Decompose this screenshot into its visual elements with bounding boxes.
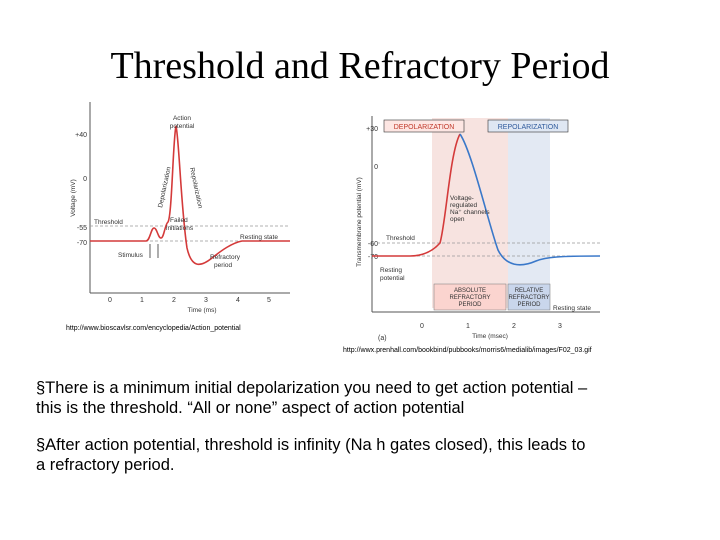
depolarization-label: DEPOLARIZATION	[394, 124, 455, 131]
label-repolarization: Repolarization	[188, 167, 204, 209]
label-refractory-period: Refractory	[210, 254, 241, 261]
label-gates: regulated	[450, 202, 477, 209]
bullet-refractory: §After action potential, threshold is in…	[36, 436, 586, 474]
right-figure-source-url: http://wwx.prenhall.com/bookbind/pubbook…	[343, 347, 592, 354]
action-potential-trace-repolarization	[459, 133, 601, 266]
y-axis-label: Transmembrane potential (mV)	[356, 177, 363, 267]
y-tick-label: 0	[83, 176, 87, 183]
x-tick-label: 0	[420, 323, 424, 330]
repolarization-box	[487, 119, 569, 133]
y-tick-label: +30	[366, 126, 378, 133]
label-action-potential: potential	[170, 123, 195, 130]
y-tick-label: -70	[368, 254, 378, 261]
action-potential-trace-depolarization	[372, 133, 461, 257]
relative-refractory-band	[508, 118, 550, 308]
depolarization-box	[383, 119, 465, 133]
label-resting-potential: Resting	[380, 267, 402, 274]
label-threshold: Threshold	[386, 235, 415, 242]
slide-title: Threshold and Refractory Period	[110, 45, 610, 87]
x-axis-label: Time (msec)	[472, 333, 508, 340]
bullet-list: §There is a minimum initial depolarizati…	[36, 378, 596, 492]
label-resting-state: Resting state	[240, 234, 278, 241]
action-potential-trace	[90, 125, 290, 266]
x-tick-label: 0	[108, 297, 112, 304]
relative-refractory-label: PERIOD	[517, 302, 541, 308]
right-action-potential-diagram: +30 0 -60 -70 Transmembrane potential (m…	[350, 112, 620, 342]
label-stimulus: Stimulus	[118, 252, 144, 259]
y-tick-label: -60	[368, 241, 378, 248]
label-failed-initiations: Failed	[170, 217, 188, 224]
y-tick-label: -55	[77, 225, 87, 232]
left-action-potential-diagram: +40 0 -55 -70 Voltage (mV) 0 1 2 3 4 5 T…	[62, 98, 294, 328]
label-gates: Na⁺ channels	[450, 209, 490, 216]
bullet-threshold: §There is a minimum initial depolarizati…	[36, 379, 588, 417]
x-axis-label: Time (ms)	[187, 307, 216, 314]
x-tick-label: 5	[267, 297, 271, 304]
x-tick-label: 3	[558, 323, 562, 330]
label-gates: open	[450, 216, 465, 223]
label-action-potential: Action	[173, 115, 191, 122]
absolute-refractory-label: ABSOLUTE	[454, 288, 486, 294]
label-threshold: Threshold	[94, 219, 123, 226]
x-tick-label: 3	[204, 297, 208, 304]
label-resting-state: Resting state	[553, 305, 591, 312]
panel-label: (a)	[378, 335, 387, 342]
label-gates: Voltage-	[450, 195, 474, 202]
y-axis-label: Voltage (mV)	[70, 179, 77, 217]
y-tick-label: 0	[374, 164, 378, 171]
relative-refractory-box	[507, 283, 551, 311]
relative-refractory-label: REFRACTORY	[508, 295, 549, 301]
x-tick-label: 1	[466, 323, 470, 330]
repolarization-label: REPOLARIZATION	[498, 124, 559, 131]
absolute-refractory-label: PERIOD	[458, 302, 482, 308]
relative-refractory-label: RELATIVE	[515, 288, 544, 294]
x-tick-label: 1	[140, 297, 144, 304]
absolute-refractory-label: REFRACTORY	[449, 295, 490, 301]
label-refractory-period: period	[214, 262, 232, 269]
y-tick-label: +40	[75, 132, 87, 139]
label-failed-initiations: initiations	[166, 225, 194, 232]
absolute-refractory-box	[433, 283, 507, 311]
label-resting-potential: potential	[380, 275, 405, 282]
left-figure-source-url: http://www.bioscavlsr.com/encyclopedia/A…	[66, 325, 241, 332]
x-tick-label: 2	[512, 323, 516, 330]
x-tick-label: 2	[172, 297, 176, 304]
x-tick-label: 4	[236, 297, 240, 304]
y-tick-label: -70	[77, 240, 87, 247]
